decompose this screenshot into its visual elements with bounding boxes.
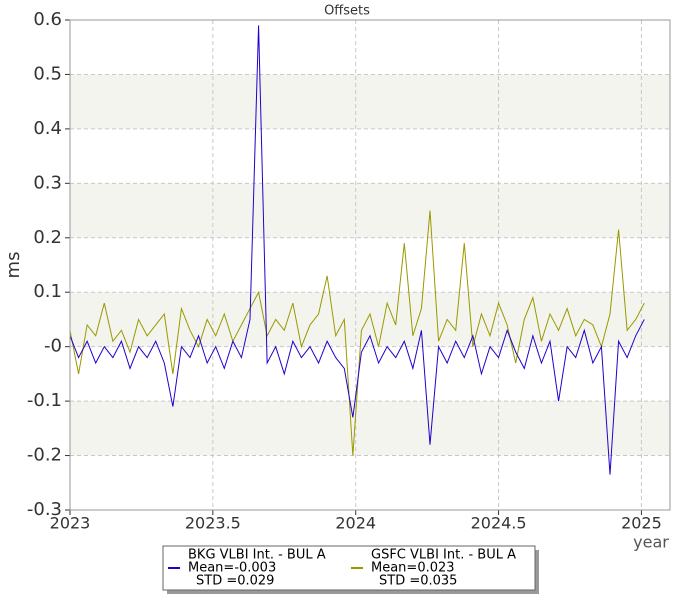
plot-frame: [69, 19, 671, 511]
y-axis-label: ms: [3, 252, 24, 279]
y-tick-label: 0.2: [33, 227, 62, 248]
series-line: [69, 25, 645, 475]
y-tick-label: 0.3: [33, 172, 62, 193]
y-tick-label: 0.5: [33, 63, 62, 84]
y-tick-label: -0.1: [27, 390, 62, 411]
y-tick-label: -0.2: [27, 445, 62, 466]
legend-std: STD =0.029: [196, 574, 274, 589]
x-tick-label: 2023: [50, 514, 91, 533]
band: [70, 74, 670, 129]
y-tick-label: 0.1: [33, 281, 62, 302]
legend-label: GSFC VLBI Int. - BUL A: [371, 548, 516, 563]
legend-label: BKG VLBI Int. - BUL A: [188, 548, 326, 563]
legend-box: [162, 545, 536, 591]
x-tick-label: 2023.5: [185, 514, 241, 533]
y-tick-label: 0.6: [33, 9, 62, 30]
y-tick-label: 0.4: [33, 118, 62, 139]
x-tick-label: 2024.5: [471, 514, 527, 533]
y-tick-label: -0: [44, 336, 62, 357]
x-tick-label: 2024: [335, 514, 376, 533]
legend-mean: Mean=0.023: [371, 561, 455, 576]
chart-title: Offsets: [324, 4, 370, 19]
x-axis-label: year: [633, 533, 669, 552]
x-tick-label: 2025: [621, 514, 662, 533]
band: [70, 292, 670, 347]
series-line: [69, 210, 645, 456]
legend-mean: Mean=-0.003: [188, 561, 276, 576]
band: [70, 183, 670, 238]
y-tick-label: -0.3: [27, 499, 62, 520]
band: [70, 401, 670, 456]
legend-std: STD =0.035: [379, 574, 457, 589]
